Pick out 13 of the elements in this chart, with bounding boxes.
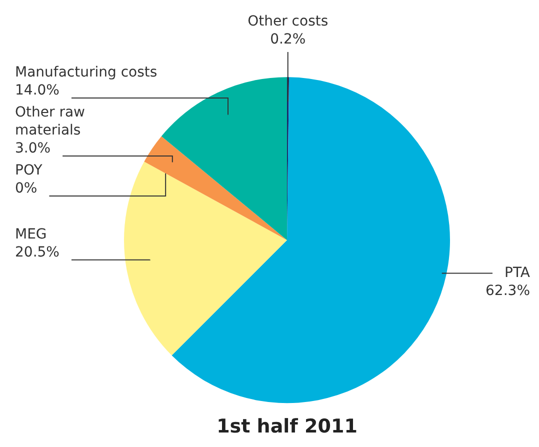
slice-label: Manufacturing costs [15,64,158,81]
data-label: 20.5% [15,244,60,261]
slice-label: Other raw materials [15,104,85,139]
data-label: 3.0% [15,140,51,157]
slice-label: PTA [504,264,530,281]
text: 0% [15,180,38,197]
data-label: 14.0% [15,82,60,99]
category-label: POY [15,162,42,179]
slice-label: MEG [15,226,47,243]
data-label: 0.2% [270,32,306,48]
slice-label: Other costs [248,14,328,30]
data-label: 62.3% [486,282,530,299]
text: 1st half 2011 [216,416,358,438]
